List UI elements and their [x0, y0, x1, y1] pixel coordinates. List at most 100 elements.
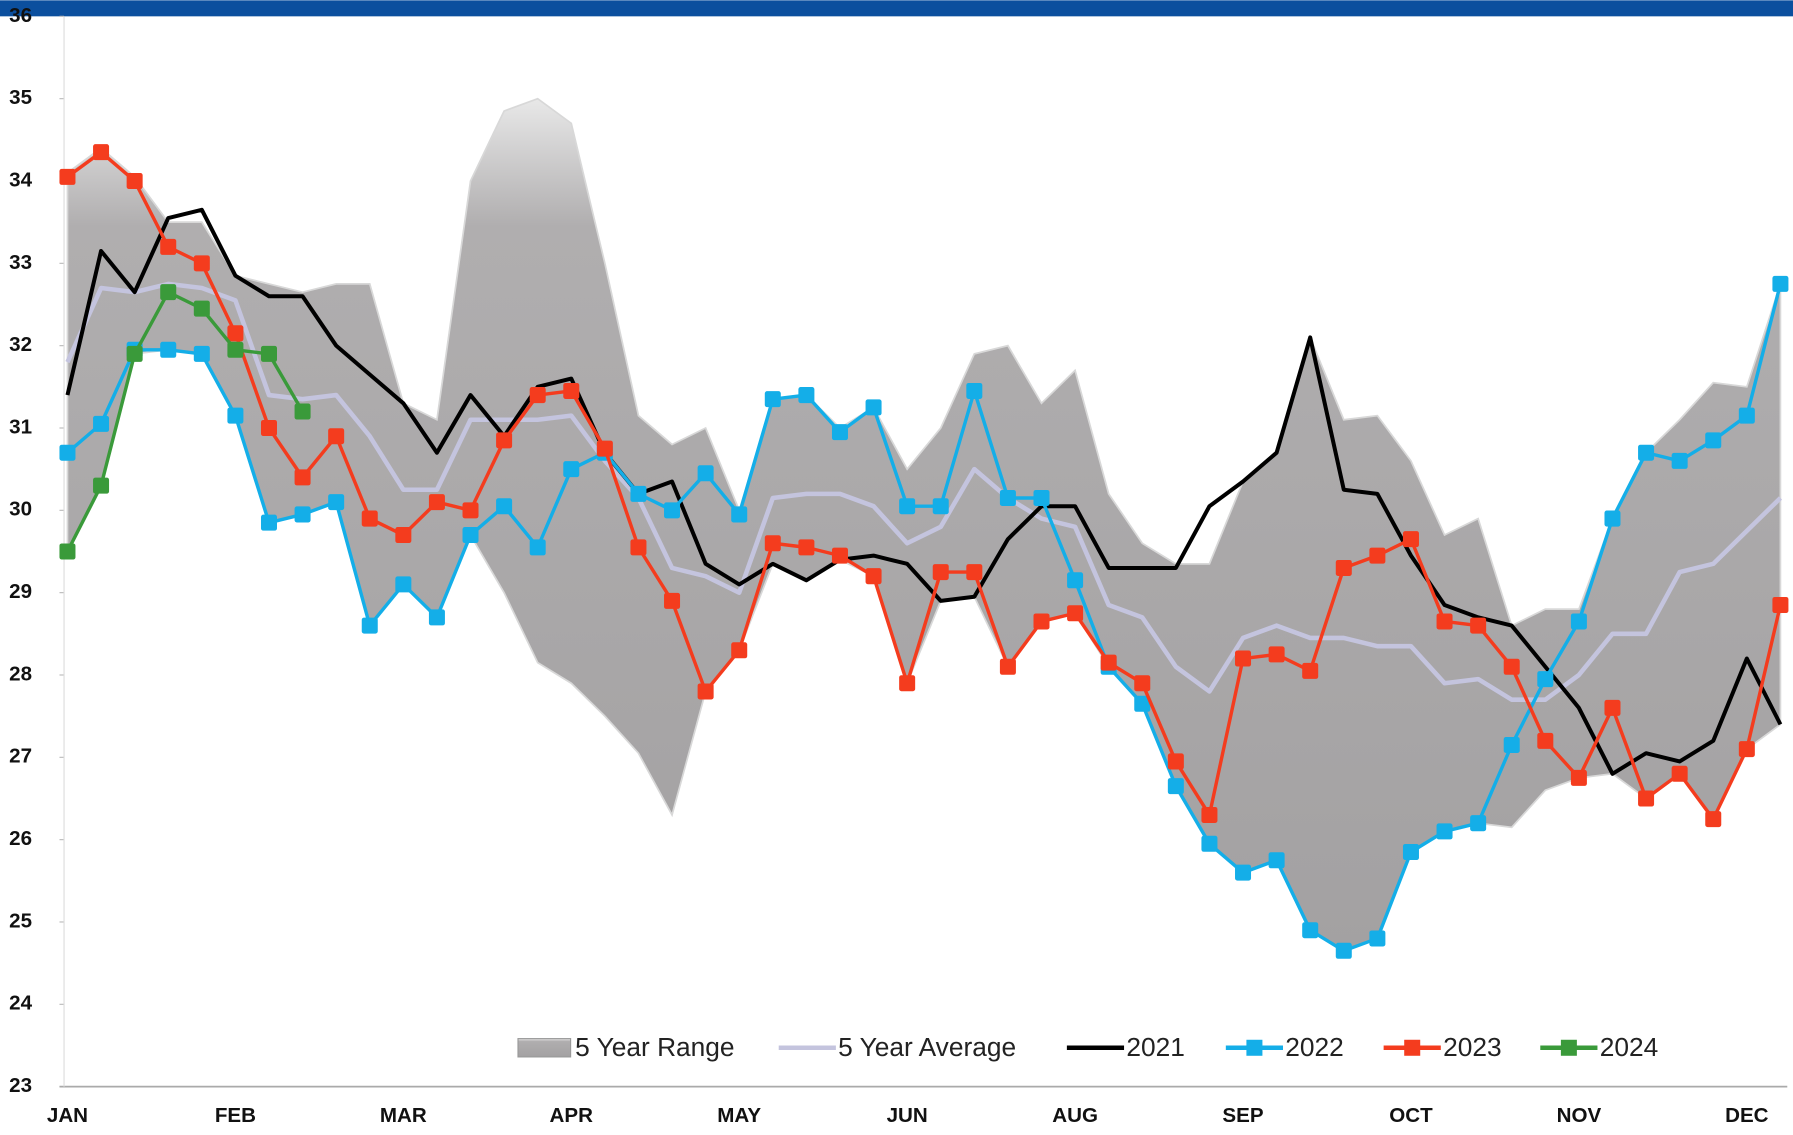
- legend-label: 2024: [1600, 1032, 1659, 1062]
- y-tick-label: 35: [9, 86, 32, 109]
- marker: [462, 502, 479, 519]
- marker: [529, 387, 546, 404]
- series-line: [65, 281, 1783, 702]
- marker: [1671, 452, 1688, 469]
- marker: [1671, 765, 1688, 782]
- marker: [1604, 510, 1621, 527]
- series-line: [66, 283, 1783, 953]
- marker: [1235, 864, 1252, 881]
- marker: [932, 498, 949, 515]
- marker: [664, 592, 681, 609]
- marker: [563, 382, 580, 399]
- marker: [1134, 675, 1151, 692]
- marker: [1570, 769, 1587, 786]
- marker: [1503, 736, 1520, 753]
- marker: [1537, 671, 1554, 688]
- marker: [1402, 531, 1419, 548]
- marker: [1570, 613, 1587, 630]
- marker: [1335, 559, 1352, 576]
- marker: [193, 300, 210, 317]
- legend-label: 5 Year Range: [575, 1032, 734, 1062]
- x-tick-label: JUN: [887, 1104, 928, 1127]
- marker: [1705, 432, 1722, 449]
- marker: [1503, 658, 1520, 675]
- marker: [227, 325, 244, 342]
- marker: [462, 527, 479, 544]
- marker: [697, 465, 714, 482]
- marker: [529, 539, 546, 556]
- marker: [966, 382, 983, 399]
- y-tick-label: 28: [9, 662, 32, 685]
- marker: [126, 172, 143, 190]
- y-tick-label: 24: [9, 992, 32, 1015]
- marker: [1033, 489, 1050, 506]
- marker: [1033, 613, 1050, 630]
- marker: [193, 345, 210, 362]
- marker: [496, 498, 513, 515]
- marker: [1470, 617, 1487, 634]
- marker: [260, 514, 277, 531]
- marker: [831, 424, 848, 441]
- y-tick-label: 25: [9, 909, 32, 932]
- marker: [1167, 778, 1184, 795]
- marker: [1604, 699, 1621, 716]
- marker: [294, 506, 311, 523]
- marker: [1402, 843, 1419, 861]
- marker: [1537, 732, 1554, 749]
- marker: [899, 498, 916, 515]
- marker: [932, 564, 949, 581]
- marker: [1436, 823, 1453, 840]
- marker: [865, 399, 882, 416]
- legend-label: 2022: [1285, 1032, 1344, 1062]
- marker: [731, 506, 748, 523]
- marker: [1067, 605, 1084, 622]
- marker: [93, 477, 110, 494]
- y-tick-label: 30: [9, 498, 32, 521]
- x-tick-label: OCT: [1389, 1104, 1433, 1127]
- marker: [93, 415, 110, 432]
- x-tick-label: SEP: [1222, 1104, 1263, 1127]
- x-tick-label: JAN: [47, 1104, 88, 1127]
- marker: [764, 535, 781, 552]
- marker: [1201, 806, 1218, 823]
- marker: [260, 345, 277, 362]
- marker: [395, 527, 412, 544]
- x-tick-label: APR: [550, 1104, 594, 1127]
- x-tick-label: MAR: [380, 1104, 427, 1127]
- header-bar: [0, 0, 1793, 17]
- x-tick-label: NOV: [1557, 1104, 1602, 1127]
- y-tick-label: 33: [9, 251, 32, 274]
- marker: [260, 419, 277, 436]
- marker: [361, 510, 378, 527]
- x-tick-label: MAY: [717, 1104, 761, 1127]
- range-band: [66, 97, 1782, 952]
- y-tick-label: 31: [9, 415, 32, 438]
- marker: [764, 391, 781, 408]
- marker: [697, 683, 714, 700]
- legend-swatch: [1404, 1039, 1421, 1056]
- marker: [1705, 811, 1722, 828]
- marker: [798, 539, 815, 556]
- marker: [294, 403, 311, 420]
- y-tick-label: 23: [9, 1074, 32, 1097]
- marker: [1268, 852, 1285, 869]
- y-tick-label: 32: [9, 333, 32, 356]
- x-tick-label: DEC: [1725, 1104, 1769, 1127]
- marker: [428, 494, 445, 511]
- marker: [899, 675, 916, 692]
- marker: [1067, 572, 1084, 589]
- marker: [630, 485, 647, 502]
- marker: [865, 568, 882, 585]
- marker: [160, 341, 177, 358]
- marker: [361, 617, 378, 634]
- marker: [831, 547, 848, 564]
- series-line: [66, 150, 1783, 821]
- legend-label: 5 Year Average: [838, 1032, 1016, 1062]
- marker: [966, 564, 983, 581]
- marker: [328, 494, 345, 511]
- marker: [1638, 790, 1655, 807]
- marker: [731, 642, 748, 659]
- marker: [1436, 613, 1453, 630]
- marker: [1738, 407, 1755, 424]
